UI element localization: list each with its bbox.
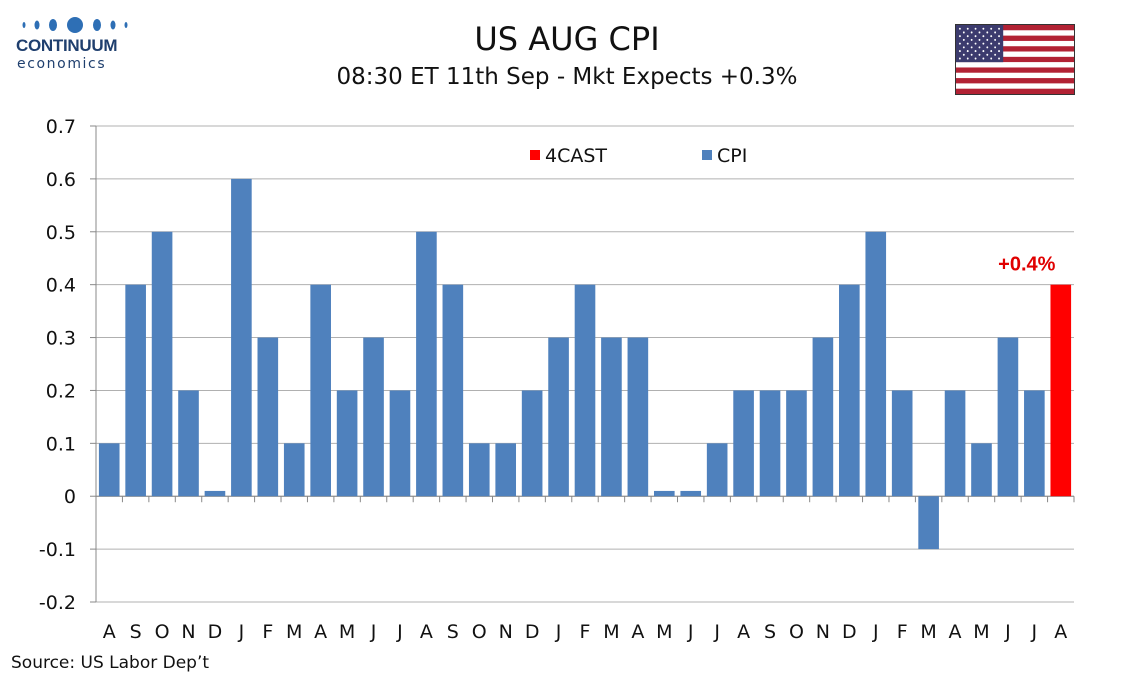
x-tick-label: O: [155, 621, 170, 643]
x-tick-label: F: [897, 621, 908, 643]
cpi-bar: [891, 390, 913, 497]
x-tick-label: J: [687, 621, 694, 643]
legend-swatch: [702, 150, 712, 160]
y-tick-label: 0.6: [46, 169, 76, 191]
cpi-bar: [653, 490, 675, 497]
cpi-bar: [125, 284, 146, 497]
forecast-annotation: +0.4%: [998, 254, 1055, 276]
x-tick-label: A: [631, 621, 644, 643]
x-tick-label: N: [499, 621, 513, 643]
logo-name: CONTINUUM: [16, 36, 118, 55]
x-tick-label: A: [103, 621, 116, 643]
cpi-bar: [442, 284, 464, 497]
cpi-bar: [495, 443, 517, 497]
x-tick-label: M: [656, 621, 672, 643]
logo-subtitle: economics: [17, 56, 107, 72]
x-tick-label: J: [396, 621, 403, 643]
cpi-bar: [231, 178, 252, 497]
cpi-bar: [601, 337, 622, 497]
x-tick-label: D: [525, 621, 540, 643]
cpi-bar: [574, 284, 596, 497]
x-tick-label: N: [816, 621, 830, 643]
cpi-bar: [204, 490, 226, 497]
x-tick-label: A: [314, 621, 327, 643]
cpi-bar: [1024, 390, 1045, 497]
cpi-bar: [468, 443, 490, 497]
x-tick-label: J: [1031, 621, 1038, 643]
cpi-bar: [521, 390, 543, 497]
x-tick-label: M: [973, 621, 989, 643]
cpi-bar: [786, 390, 807, 497]
y-tick-label: 0.7: [46, 116, 76, 138]
x-tick-label: J: [872, 621, 879, 643]
continuum-logo: CONTINUUM economics: [14, 14, 134, 78]
cpi-bar: [363, 337, 384, 497]
x-tick-label: S: [447, 621, 459, 643]
y-tick-label: 0.2: [46, 380, 76, 402]
cpi-bar: [971, 443, 992, 497]
cpi-bar: [257, 337, 279, 497]
cpi-bar: [944, 390, 966, 497]
cpi-bar: [283, 443, 305, 497]
x-tick-label: D: [208, 621, 223, 643]
us-flag-icon: [955, 24, 1075, 95]
y-tick-label: -0.1: [39, 539, 76, 561]
x-tick-label: A: [737, 621, 750, 643]
cpi-bar: [310, 284, 331, 497]
forecast-bar: [1050, 284, 1072, 497]
cpi-bar: [733, 390, 754, 497]
legend-label: CPI: [717, 145, 747, 167]
x-tick-label: A: [420, 621, 433, 643]
y-tick-label: 0.3: [46, 328, 76, 350]
x-tick-label: F: [580, 621, 591, 643]
cpi-bar: [812, 337, 834, 497]
x-tick-label: J: [370, 621, 377, 643]
cpi-bar: [178, 390, 199, 497]
chart-title: US AUG CPI: [474, 20, 660, 58]
chart-subtitle: 08:30 ET 11th Sep - Mkt Expects +0.3%: [336, 64, 798, 90]
x-tick-label: J: [238, 621, 245, 643]
x-tick-label: A: [1054, 621, 1067, 643]
cpi-bar: [706, 443, 728, 497]
x-tick-label: J: [1004, 621, 1011, 643]
x-tick-label: S: [764, 621, 776, 643]
legend-swatch: [530, 150, 540, 160]
x-tick-label: O: [472, 621, 487, 643]
cpi-bar: [548, 337, 569, 497]
cpi-bar: [759, 390, 781, 497]
source-note: Source: US Labor Dep’t: [11, 653, 210, 673]
cpi-bar: [839, 284, 860, 497]
x-tick-label: J: [713, 621, 720, 643]
y-tick-label: 0.5: [46, 222, 76, 244]
x-tick-label: J: [555, 621, 562, 643]
x-tick-label: D: [842, 621, 857, 643]
y-tick-label: 0: [64, 486, 76, 508]
cpi-bar: [918, 496, 939, 550]
legend-label: 4CAST: [545, 145, 607, 167]
cpi-bar: [151, 231, 173, 497]
x-tick-label: M: [920, 621, 936, 643]
x-tick-label: A: [949, 621, 962, 643]
x-tick-label: M: [603, 621, 619, 643]
x-tick-label: F: [262, 621, 273, 643]
cpi-bar: [997, 337, 1019, 497]
x-tick-label: M: [286, 621, 302, 643]
y-tick-label: 0.4: [46, 275, 76, 297]
cpi-bar: [98, 443, 120, 497]
cpi-bar: [416, 231, 437, 497]
y-tick-label: 0.1: [46, 433, 76, 455]
y-tick-label: -0.2: [39, 592, 76, 614]
x-tick-label: S: [130, 621, 142, 643]
x-tick-label: N: [181, 621, 195, 643]
cpi-bar: [680, 490, 702, 497]
x-tick-label: M: [339, 621, 355, 643]
cpi-bar: [627, 337, 649, 497]
cpi-bar: [865, 231, 887, 497]
cpi-bar: [389, 390, 411, 497]
x-tick-label: O: [789, 621, 804, 643]
logo-dots-icon: [22, 17, 128, 33]
cpi-bar: [336, 390, 358, 497]
